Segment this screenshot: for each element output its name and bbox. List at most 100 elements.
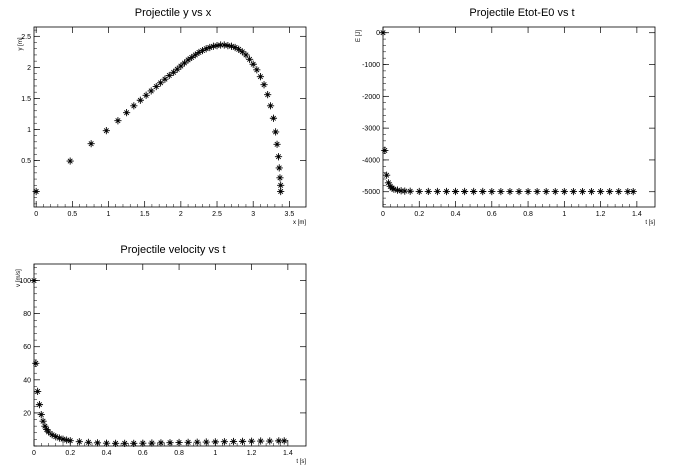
data-point — [59, 435, 67, 443]
x-tick-label: 0.2 — [65, 450, 75, 457]
panel-y-vs-x: Projectile y vs x y [m] x [m] 0 0.5 1 1.5 2 2… — [18, 7, 307, 226]
data-point — [209, 42, 218, 50]
x-tick-label: 2.5 — [212, 211, 222, 218]
data-point — [102, 127, 110, 135]
y-tick-label: 20 — [23, 410, 31, 417]
data-point — [235, 45, 243, 53]
data-point — [173, 65, 181, 73]
data-point — [130, 102, 138, 110]
data-point — [48, 431, 56, 439]
y-axis-label: y [m] — [18, 37, 24, 50]
data-point — [156, 79, 165, 87]
data-point — [569, 187, 577, 196]
data-point — [191, 51, 199, 59]
y-tick-label: -5000 — [362, 189, 380, 196]
data-point — [202, 438, 210, 446]
data-point — [34, 387, 42, 395]
panel-title: Projectile Etot-E0 vs t — [469, 7, 574, 19]
x-tick-label: 1.4 — [283, 450, 293, 457]
y-tick-label: 0.5 — [21, 158, 31, 165]
y-tick-label: -4000 — [362, 157, 380, 164]
x-tick-label: 0.8 — [523, 211, 533, 218]
data-point — [220, 438, 228, 446]
x-tick-label: 2 — [179, 211, 183, 218]
data-point — [55, 434, 63, 442]
data-point — [615, 187, 623, 196]
x-tick-label: 1.2 — [247, 450, 257, 457]
data-point — [388, 184, 396, 192]
x-tick-label: 0.6 — [487, 211, 497, 218]
x-tick-label: 0.5 — [67, 211, 77, 218]
panel-energy-vs-t: Projectile Etot-E0 vs t E [J] t [s] 0 0.2… — [356, 7, 656, 226]
data-point — [166, 439, 174, 447]
data-point — [277, 187, 285, 196]
panel-title: Projectile y vs x — [135, 7, 212, 19]
data-point — [272, 128, 280, 136]
data-point — [211, 438, 219, 446]
data-point — [37, 410, 45, 419]
data-point — [488, 187, 496, 196]
x-axis-label: t [s] — [645, 220, 655, 226]
y-tick-label: 1 — [27, 127, 31, 134]
data-point — [175, 438, 183, 447]
data-point — [433, 187, 441, 196]
data-point — [52, 433, 60, 441]
data-point — [39, 417, 47, 425]
data-point — [148, 439, 156, 447]
data-point — [264, 91, 272, 99]
data-point — [102, 439, 111, 447]
data-point — [198, 46, 207, 55]
data-point — [266, 437, 274, 445]
y-tick-label: 0 — [376, 30, 380, 37]
plot-frame — [33, 263, 307, 447]
data-point — [415, 187, 423, 196]
data-point — [114, 117, 122, 125]
data-point — [624, 187, 632, 196]
data-point — [32, 187, 40, 196]
data-point — [606, 187, 614, 196]
data-point — [136, 96, 144, 104]
y-tick-label: 40 — [23, 377, 31, 384]
data-point — [245, 55, 254, 63]
y-tick-label: 2.5 — [21, 34, 31, 41]
x-tick-label: 1.4 — [632, 211, 642, 218]
data-point — [35, 401, 44, 409]
data-point — [75, 438, 83, 446]
data-point — [275, 437, 283, 445]
data-point — [560, 187, 568, 196]
data-point — [229, 437, 238, 446]
data-point — [220, 41, 228, 49]
plot-frame — [33, 26, 307, 208]
x-tick-label: 0.8 — [174, 450, 184, 457]
x-tick-label: 0 — [381, 211, 385, 218]
data-point — [390, 185, 398, 193]
data-point — [139, 439, 147, 447]
x-tick-label: 0.6 — [138, 450, 148, 457]
data-point — [587, 187, 596, 196]
data-point — [524, 187, 532, 196]
data-point — [383, 171, 391, 179]
data-point — [249, 60, 257, 68]
y-tick-label: 60 — [23, 344, 31, 351]
data-point — [43, 425, 51, 434]
data-point — [93, 439, 102, 447]
data-point — [479, 187, 487, 196]
data-point — [393, 186, 402, 194]
x-tick-label: 0.4 — [451, 211, 461, 218]
x-tick-label: 0.4 — [102, 450, 112, 457]
data-point — [406, 187, 414, 195]
x-tick-label: 1 — [213, 450, 217, 457]
data-point — [44, 428, 53, 436]
data-point — [280, 437, 288, 445]
data-point — [32, 359, 40, 367]
data-point — [442, 187, 451, 196]
y-tick-label: 80 — [23, 311, 31, 318]
data-point — [184, 438, 192, 446]
data-point — [269, 114, 278, 122]
x-tick-label: 3 — [251, 211, 255, 218]
data-point — [276, 174, 284, 182]
data-point — [41, 422, 49, 430]
data-point — [84, 438, 92, 446]
data-point — [260, 81, 268, 89]
